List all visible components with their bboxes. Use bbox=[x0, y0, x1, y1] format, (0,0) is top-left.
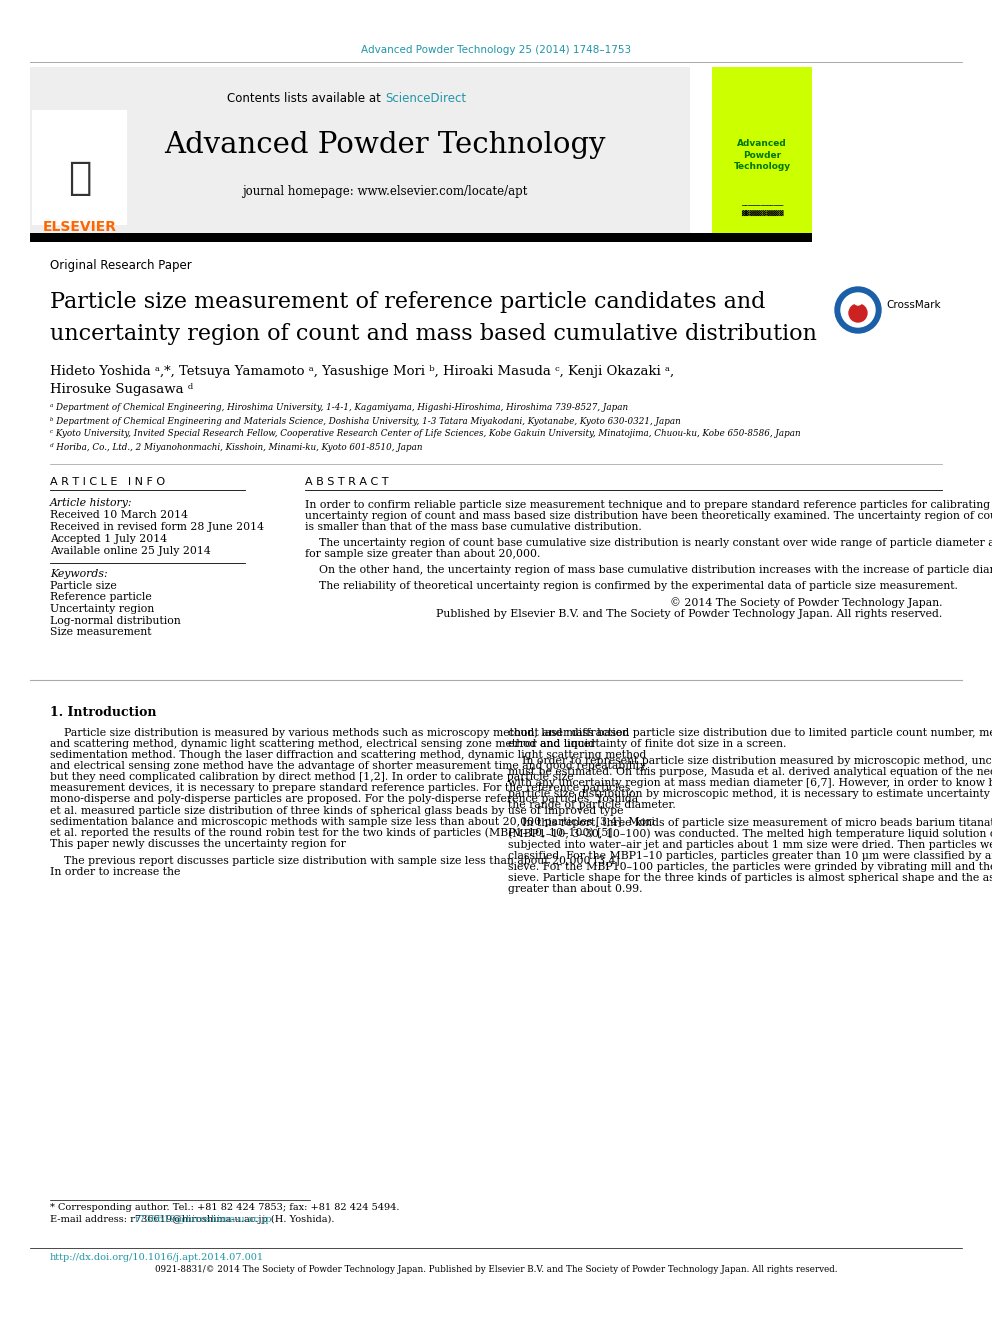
FancyBboxPatch shape bbox=[30, 233, 812, 242]
Text: Article history:: Article history: bbox=[50, 497, 133, 508]
Text: The reliability of theoretical uncertainty region is confirmed by the experiment: The reliability of theoretical uncertain… bbox=[305, 581, 958, 591]
Text: classified. For the MBP1–10 particles, particles greater than 10 μm were classif: classified. For the MBP1–10 particles, p… bbox=[508, 851, 992, 861]
Text: the range of particle diameter.: the range of particle diameter. bbox=[508, 800, 676, 811]
Text: ᵃ Department of Chemical Engineering, Hiroshima University, 1-4-1, Kagamiyama, H: ᵃ Department of Chemical Engineering, Hi… bbox=[50, 404, 628, 413]
Text: On the other hand, the uncertainty region of mass base cumulative distribution i: On the other hand, the uncertainty regio… bbox=[305, 565, 992, 576]
Text: Uncertainty region: Uncertainty region bbox=[50, 605, 154, 614]
Text: Keywords:: Keywords: bbox=[50, 569, 107, 579]
Text: In order to increase the: In order to increase the bbox=[50, 867, 181, 877]
Text: © 2014 The Society of Powder Technology Japan.: © 2014 The Society of Powder Technology … bbox=[670, 598, 942, 609]
Text: Particle size: Particle size bbox=[50, 581, 117, 591]
Text: measurement devices, it is necessary to prepare standard reference particles. Fo: measurement devices, it is necessary to … bbox=[50, 783, 634, 794]
Text: et al. reported the results of the round robin test for the two kinds of particl: et al. reported the results of the round… bbox=[50, 828, 616, 839]
Text: Advanced Powder Technology: Advanced Powder Technology bbox=[165, 131, 606, 159]
Text: subjected into water–air jet and particles about 1 mm size were dried. Then part: subjected into water–air jet and particl… bbox=[508, 840, 992, 849]
Text: Received 10 March 2014: Received 10 March 2014 bbox=[50, 509, 188, 520]
Text: for sample size greater than about 20,000.: for sample size greater than about 20,00… bbox=[305, 549, 541, 560]
Text: Particle size measurement of reference particle candidates and: Particle size measurement of reference p… bbox=[50, 291, 766, 314]
Text: ᶜ Kyoto University, Invited Special Research Fellow, Cooperative Research Center: ᶜ Kyoto University, Invited Special Rese… bbox=[50, 430, 801, 438]
Text: uncertainty region of count and mass based size distribution have been theoretic: uncertainty region of count and mass bas… bbox=[305, 511, 992, 521]
Text: and electrical sensing zone method have the advantage of shorter measurement tim: and electrical sensing zone method have … bbox=[50, 761, 648, 771]
Text: but they need complicated calibration by direct method [1,2]. In order to calibr: but they need complicated calibration by… bbox=[50, 773, 573, 782]
Text: Hirosuke Sugasawa ᵈ: Hirosuke Sugasawa ᵈ bbox=[50, 384, 193, 397]
Text: Particle size distribution is measured by various methods such as microscopy met: Particle size distribution is measured b… bbox=[50, 728, 629, 738]
Text: mono-disperse and poly-disperse particles are proposed. For the poly-disperse re: mono-disperse and poly-disperse particle… bbox=[50, 794, 638, 804]
Text: ᵈ Horiba, Co., Ltd., 2 Miyanohonmachi, Kisshoin, Minami-ku, Kyoto 601-8510, Japa: ᵈ Horiba, Co., Ltd., 2 Miyanohonmachi, K… bbox=[50, 442, 423, 451]
Text: In this report, three kinds of particle size measurement of micro beads barium t: In this report, three kinds of particle … bbox=[508, 818, 992, 827]
Text: CrossMark: CrossMark bbox=[886, 300, 940, 310]
Text: ─────────────
▓▓▓▓▓▓▓▓▓▓: ───────────── ▓▓▓▓▓▓▓▓▓▓ bbox=[741, 204, 784, 216]
Text: * Corresponding author. Tel.: +81 82 424 7853; fax: +81 82 424 5494.: * Corresponding author. Tel.: +81 82 424… bbox=[50, 1204, 400, 1212]
Text: r736619@hiroshima-u.ac.jp: r736619@hiroshima-u.ac.jp bbox=[135, 1215, 273, 1224]
Text: A B S T R A C T: A B S T R A C T bbox=[305, 478, 389, 487]
Text: Available online 25 July 2014: Available online 25 July 2014 bbox=[50, 546, 210, 556]
Circle shape bbox=[835, 287, 881, 333]
Text: Accepted 1 July 2014: Accepted 1 July 2014 bbox=[50, 534, 167, 544]
Circle shape bbox=[849, 304, 867, 321]
Text: particle size distribution by microscopic method, it is necessary to estimate un: particle size distribution by microscopi… bbox=[508, 790, 992, 799]
Text: A R T I C L E   I N F O: A R T I C L E I N F O bbox=[50, 478, 165, 487]
Text: with any uncertainty region at mass median diameter [6,7]. However, in order to : with any uncertainty region at mass medi… bbox=[508, 778, 992, 789]
Text: count and mass based particle size distribution due to limited particle count nu: count and mass based particle size distr… bbox=[508, 728, 992, 738]
FancyBboxPatch shape bbox=[712, 67, 812, 235]
Text: error and uncertainty of finite dot size in a screen.: error and uncertainty of finite dot size… bbox=[508, 740, 787, 749]
Text: Advanced Powder Technology 25 (2014) 1748–1753: Advanced Powder Technology 25 (2014) 174… bbox=[361, 45, 631, 56]
Text: sedimentation method. Though the laser diffraction and scattering method, dynami: sedimentation method. Though the laser d… bbox=[50, 750, 647, 761]
Text: This paper newly discusses the uncertainty region for: This paper newly discusses the uncertain… bbox=[50, 839, 346, 849]
Text: Log-normal distribution: Log-normal distribution bbox=[50, 615, 181, 626]
Text: must be estimated. On this purpose, Masuda et al. derived analytical equation of: must be estimated. On this purpose, Masu… bbox=[508, 767, 992, 777]
Text: et al. measured particle size distribution of three kinds of spherical glass bea: et al. measured particle size distributi… bbox=[50, 806, 624, 815]
Text: Reference particle: Reference particle bbox=[50, 593, 152, 602]
Text: sieve. Particle shape for the three kinds of particles is almost spherical shape: sieve. Particle shape for the three kind… bbox=[508, 873, 992, 882]
FancyBboxPatch shape bbox=[32, 110, 127, 225]
Text: Advanced
Powder
Technology: Advanced Powder Technology bbox=[733, 139, 791, 171]
Text: The previous report discusses particle size distribution with sample size less t: The previous report discusses particle s… bbox=[50, 856, 623, 865]
Text: Contents lists available at: Contents lists available at bbox=[227, 91, 385, 105]
Text: Original Research Paper: Original Research Paper bbox=[50, 258, 191, 271]
Text: uncertainty region of count and mass based cumulative distribution: uncertainty region of count and mass bas… bbox=[50, 323, 816, 345]
Text: 1. Introduction: 1. Introduction bbox=[50, 705, 157, 718]
Text: The uncertainty region of count base cumulative size distribution is nearly cons: The uncertainty region of count base cum… bbox=[305, 538, 992, 548]
Circle shape bbox=[841, 292, 875, 327]
Text: 0921-8831/© 2014 The Society of Powder Technology Japan. Published by Elsevier B: 0921-8831/© 2014 The Society of Powder T… bbox=[155, 1266, 837, 1274]
Text: http://dx.doi.org/10.1016/j.apt.2014.07.001: http://dx.doi.org/10.1016/j.apt.2014.07.… bbox=[50, 1253, 264, 1262]
Text: sieve. For the MBP10–100 particles, the particles were grinded by vibrating mill: sieve. For the MBP10–100 particles, the … bbox=[508, 861, 992, 872]
Circle shape bbox=[854, 296, 862, 306]
Text: In order to represent particle size distribution measured by microscopic method,: In order to represent particle size dist… bbox=[508, 757, 992, 766]
Text: Size measurement: Size measurement bbox=[50, 627, 152, 636]
Text: greater than about 0.99.: greater than about 0.99. bbox=[508, 884, 643, 894]
Text: Hideto Yoshida ᵃ,*, Tetsuya Yamamoto ᵃ, Yasushige Mori ᵇ, Hiroaki Masuda ᶜ, Kenj: Hideto Yoshida ᵃ,*, Tetsuya Yamamoto ᵃ, … bbox=[50, 365, 675, 378]
Text: ELSEVIER: ELSEVIER bbox=[43, 220, 117, 234]
Text: (MBP1–10, 3–30, 10–100) was conducted. The melted high temperature liquid soluti: (MBP1–10, 3–30, 10–100) was conducted. T… bbox=[508, 828, 992, 839]
Text: ScienceDirect: ScienceDirect bbox=[385, 91, 466, 105]
Text: Published by Elsevier B.V. and The Society of Powder Technology Japan. All right: Published by Elsevier B.V. and The Socie… bbox=[435, 609, 942, 619]
Text: sedimentation balance and microscopic methods with sample size less than about 2: sedimentation balance and microscopic me… bbox=[50, 816, 655, 827]
Text: In order to confirm reliable particle size measurement technique and to prepare : In order to confirm reliable particle si… bbox=[305, 500, 992, 509]
Text: is smaller than that of the mass base cumulative distribution.: is smaller than that of the mass base cu… bbox=[305, 523, 642, 532]
Text: Received in revised form 28 June 2014: Received in revised form 28 June 2014 bbox=[50, 523, 264, 532]
Text: ᵇ Department of Chemical Engineering and Materials Science, Doshisha University,: ᵇ Department of Chemical Engineering and… bbox=[50, 417, 681, 426]
Text: journal homepage: www.elsevier.com/locate/apt: journal homepage: www.elsevier.com/locat… bbox=[242, 185, 528, 198]
FancyBboxPatch shape bbox=[30, 67, 690, 235]
Text: and scattering method, dynamic light scattering method, electrical sensing zone : and scattering method, dynamic light sca… bbox=[50, 740, 595, 749]
Text: 🌳: 🌳 bbox=[68, 159, 91, 197]
Text: E-mail address: r736619@hiroshima-u.ac.jp (H. Yoshida).: E-mail address: r736619@hiroshima-u.ac.j… bbox=[50, 1215, 334, 1224]
